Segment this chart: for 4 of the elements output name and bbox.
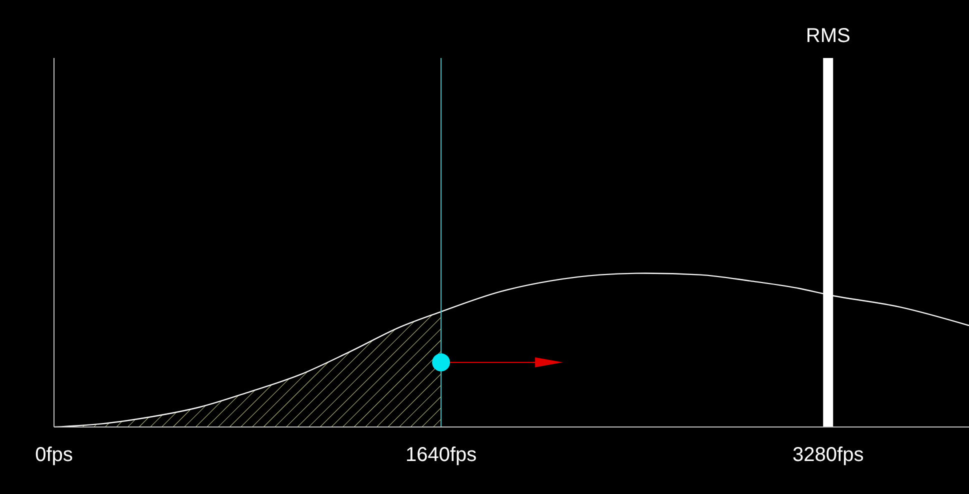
- x-tick-label: 0fps: [35, 444, 73, 466]
- ref-line-label: RMS: [806, 25, 850, 47]
- x-tick-label: 1640fps: [405, 444, 477, 466]
- x-tick-label: 3280fps: [792, 444, 864, 466]
